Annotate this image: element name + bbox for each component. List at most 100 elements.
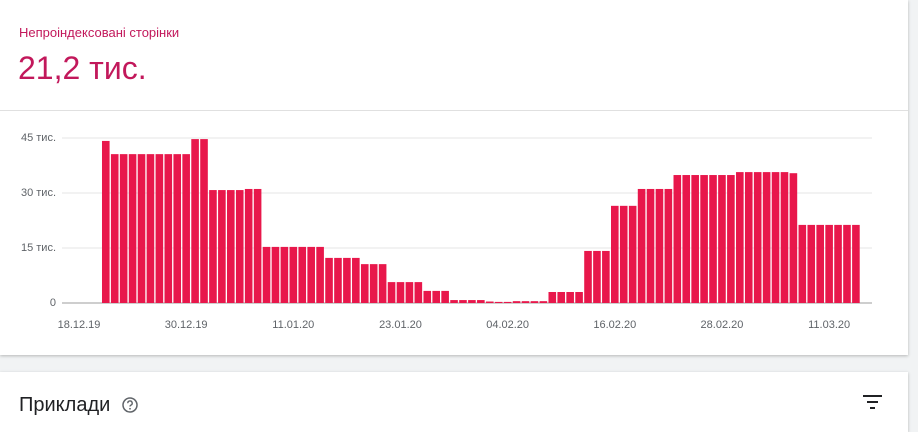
bar [753, 172, 762, 303]
bar [593, 250, 601, 303]
bar [191, 139, 199, 303]
bar [441, 290, 449, 303]
bar [548, 292, 557, 303]
bar [825, 224, 833, 303]
bar [450, 300, 458, 303]
x-tick-label: 28.02.20 [701, 319, 744, 331]
bar [512, 301, 521, 303]
bar [789, 173, 798, 303]
bar [209, 190, 217, 303]
bar [289, 246, 298, 303]
bar [771, 172, 780, 303]
bar [843, 224, 851, 303]
y-tick-label: 15 тис. [21, 242, 56, 254]
divider [0, 110, 908, 111]
bar [414, 282, 423, 303]
bar [137, 154, 146, 303]
bar [128, 154, 137, 303]
bar [307, 246, 315, 303]
bar [655, 188, 664, 303]
bar [459, 300, 467, 303]
bar [182, 154, 190, 303]
bar [432, 290, 440, 303]
bar [244, 188, 253, 303]
bar [691, 175, 699, 303]
y-tick-label: 30 тис. [21, 187, 56, 199]
bar [253, 188, 262, 303]
x-tick-label: 18.12.19 [58, 319, 101, 331]
bar [477, 300, 485, 303]
bar [173, 154, 182, 303]
x-tick-label: 23.01.20 [379, 319, 422, 331]
y-tick-label: 0 [50, 297, 56, 309]
bar [628, 205, 637, 303]
bar [468, 300, 476, 303]
x-tick-label: 16.02.20 [593, 319, 636, 331]
bar [271, 246, 280, 303]
bar [780, 172, 789, 303]
bar [611, 205, 619, 303]
bar [557, 292, 566, 303]
bar [343, 257, 351, 303]
bar [387, 282, 396, 303]
bar [664, 188, 673, 303]
bar [709, 175, 717, 303]
bar [530, 301, 539, 303]
bar [637, 188, 646, 303]
bar [602, 250, 610, 303]
bar [298, 246, 307, 303]
bar [110, 154, 119, 303]
bar [378, 264, 387, 303]
bar [235, 190, 244, 303]
bar [575, 292, 583, 303]
bar [834, 224, 842, 303]
bar [852, 224, 860, 303]
bar [101, 140, 110, 303]
x-tick-label: 30.12.19 [165, 319, 208, 331]
bar [227, 190, 235, 303]
y-tick-label: 45 тис. [21, 132, 56, 144]
summary-label: Непроіндексовані сторінки [19, 25, 180, 40]
examples-card: Приклади [0, 372, 908, 432]
bar [494, 301, 503, 303]
x-tick-label: 11.03.20 [808, 319, 850, 331]
bar [798, 224, 807, 303]
section-title: Приклади [19, 394, 111, 416]
bar [360, 264, 369, 303]
bar [164, 154, 173, 303]
x-tick-label: 04.02.20 [486, 319, 529, 331]
bar [682, 175, 691, 303]
filter-icon[interactable] [863, 394, 883, 410]
help-icon[interactable] [121, 396, 139, 414]
bar [762, 172, 771, 303]
bar [485, 301, 494, 303]
bar [619, 205, 628, 303]
bar [646, 188, 655, 303]
bar [736, 172, 744, 303]
bar [566, 292, 574, 303]
bar [405, 282, 414, 303]
chart: 0 15 тис. 30 тис. 45 тис. 18.12.19 30.12.19 11… [21, 132, 872, 331]
bar [539, 301, 548, 303]
bar [369, 264, 378, 303]
bar [119, 154, 128, 303]
bar [155, 154, 164, 303]
bar [200, 139, 208, 303]
bar [316, 246, 324, 303]
bar [744, 172, 753, 303]
bar [700, 175, 708, 303]
bar [262, 246, 271, 303]
bar [718, 175, 726, 303]
bar [521, 301, 530, 303]
bar [396, 282, 405, 303]
bar [503, 301, 512, 303]
summary-card: Непроіндексовані сторінки 21,2 тис. 0 15 … [0, 0, 908, 355]
bar [334, 257, 342, 303]
bar [280, 246, 289, 303]
summary-value: 21,2 тис. [18, 50, 147, 86]
bar [584, 250, 592, 303]
bar [218, 190, 226, 303]
x-tick-label: 11.01.20 [272, 319, 314, 331]
bar [423, 290, 432, 303]
